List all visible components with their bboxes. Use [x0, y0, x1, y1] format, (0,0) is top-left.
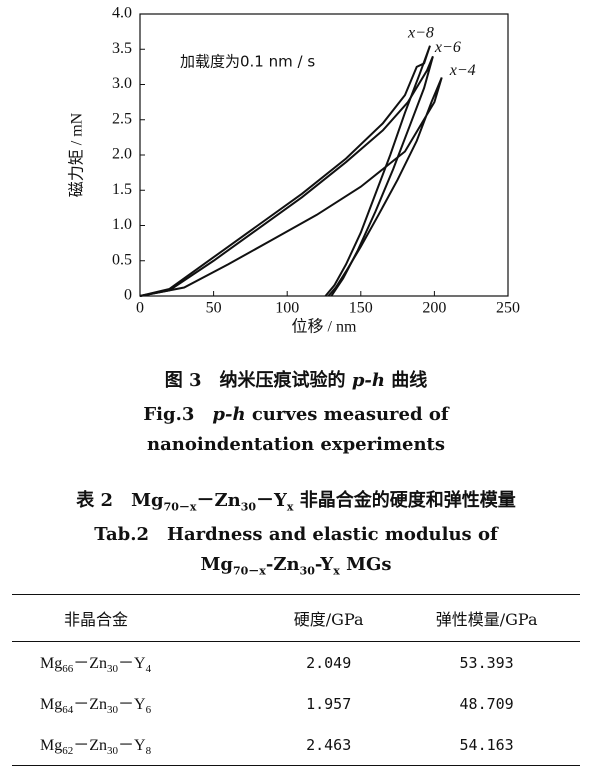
y-tick-label: 3.5: [112, 40, 132, 57]
subscript: 6: [145, 704, 152, 717]
alloy-cell: Mg62－Zn30－Y8: [12, 724, 265, 766]
table-row: Mg64－Zn30－Y6 1.957 48.709: [12, 683, 580, 724]
text-run: －Y: [118, 696, 146, 714]
y-axis-label: 磁力矩 / mN: [68, 112, 86, 197]
annotation: 加载度为0.1 nm / s: [180, 53, 315, 71]
text-run: Mg: [40, 696, 63, 714]
modulus-cell: 54.163: [393, 724, 580, 766]
subscript: 8: [145, 745, 152, 758]
text-run: Fig.3: [143, 404, 213, 425]
table-row: Mg66－Zn30－Y4 2.049 53.393: [12, 642, 580, 684]
curve: [139, 45, 431, 297]
table-row: Mg62－Zn30－Y8 2.463 54.163: [12, 724, 580, 766]
y-tick-label: 4.0: [112, 5, 132, 22]
table: 非晶合金 硬度/GPa 弹性模量/GPa Mg66－Zn30－Y4 2.049 53.39…: [12, 594, 580, 766]
hardness-cell: 2.463: [264, 724, 394, 766]
text-run: －Zn: [73, 655, 108, 673]
x-tick-label: 200: [422, 300, 446, 317]
modulus-cell: 53.393: [459, 653, 514, 672]
curve: [139, 55, 434, 297]
x-axis-label: 位移 / nm: [292, 318, 357, 336]
subscript: 30: [299, 564, 315, 578]
subscript: 30: [240, 500, 257, 514]
subscript: 70－x: [233, 564, 266, 578]
text-run: p-h: [212, 404, 246, 425]
y-tick-label: 2.0: [112, 146, 132, 163]
figure-caption-en: Fig.3 p-h curves measured of: [0, 400, 592, 426]
text-run: 曲线: [384, 370, 428, 391]
x-tick-label: 0: [136, 300, 144, 317]
text-run: －Zn: [73, 737, 108, 755]
figure-caption-en: nanoindentation experiments: [0, 434, 592, 455]
table-caption-cn: 表 2 Mg70－x－Zn30－Yx 非晶合金的硬度和弹性模量: [0, 486, 592, 515]
table-caption-en: Tab.2 Hardness and elastic modulus of: [0, 520, 592, 546]
y-tick-label: 2.5: [112, 110, 132, 127]
series-label: x−8: [407, 24, 434, 41]
y-tick-label: 0: [124, 287, 132, 304]
y-tick-label: 1.5: [112, 181, 132, 198]
alloy-cell: Mg66－Zn30－Y4: [12, 642, 264, 684]
subscript: 30: [107, 745, 119, 758]
y-tick-label: 3.0: [112, 75, 132, 92]
text-run: p-h: [351, 370, 385, 391]
y-tick-label: 0.5: [112, 251, 132, 268]
hardness-cell: 1.957: [306, 694, 352, 713]
subscript: 4: [145, 663, 152, 676]
y-tick-label: 1.0: [112, 216, 132, 233]
subscript: 30: [107, 663, 119, 676]
x-tick-label: 100: [275, 300, 299, 317]
text-run: －Y: [118, 655, 146, 673]
chart: 加载度为0.1 nm / s 位移 / nm 磁力矩 / mN 0 50 100 15…: [68, 5, 520, 336]
subscript: 66: [62, 663, 74, 676]
x-tick-label: 150: [349, 300, 373, 317]
modulus-cell: 48.709: [459, 694, 514, 713]
text-run: 表 2 Mg: [76, 490, 164, 511]
subscript: 70－x: [163, 500, 197, 514]
figure-caption-cn: 图 3 纳米压痕试验的 p-h 曲线: [0, 366, 592, 392]
text-run: MGs: [339, 554, 392, 575]
text-run: nanoindentation experiments: [147, 434, 445, 455]
subscript: x: [333, 564, 340, 578]
text-run: Tab.2 Hardness and elastic modulus of: [94, 524, 498, 545]
text-run: Mg: [200, 554, 233, 575]
alloy-cell: Mg64－Zn30－Y6: [12, 683, 264, 724]
subscript: 64: [62, 704, 74, 717]
header-cell: 硬度/GPa: [264, 594, 394, 642]
text-run: －Y: [256, 490, 287, 511]
hardness-cell: 2.049: [306, 653, 352, 672]
text-run: －Zn: [196, 490, 241, 511]
text-run: 图 3 纳米压痕试验的: [164, 370, 352, 391]
subscript: 62: [62, 745, 74, 758]
x-tick-label: 250: [496, 300, 520, 317]
text-run: Mg: [40, 737, 63, 755]
series-label: x−6: [434, 39, 461, 56]
header-cell: 弹性模量/GPa: [393, 594, 580, 642]
text-run: －Zn: [73, 696, 108, 714]
text-run: Mg: [40, 655, 63, 673]
text-run: -Zn: [265, 554, 300, 575]
text-run: curves measured of: [245, 404, 449, 425]
text-run: －Y: [118, 737, 146, 755]
text-run: -Y: [314, 554, 334, 575]
curve: [139, 77, 443, 297]
series-label: x−4: [449, 62, 476, 79]
text-run: 非晶合金的硬度和弹性模量: [293, 490, 516, 511]
table-caption-en: Mg70－x-Zn30-Yx MGs: [0, 554, 592, 579]
subscript: x: [286, 500, 294, 514]
x-tick-label: 50: [206, 300, 222, 317]
header-cell: 非晶合金: [12, 594, 265, 642]
subscript: 30: [107, 704, 119, 717]
